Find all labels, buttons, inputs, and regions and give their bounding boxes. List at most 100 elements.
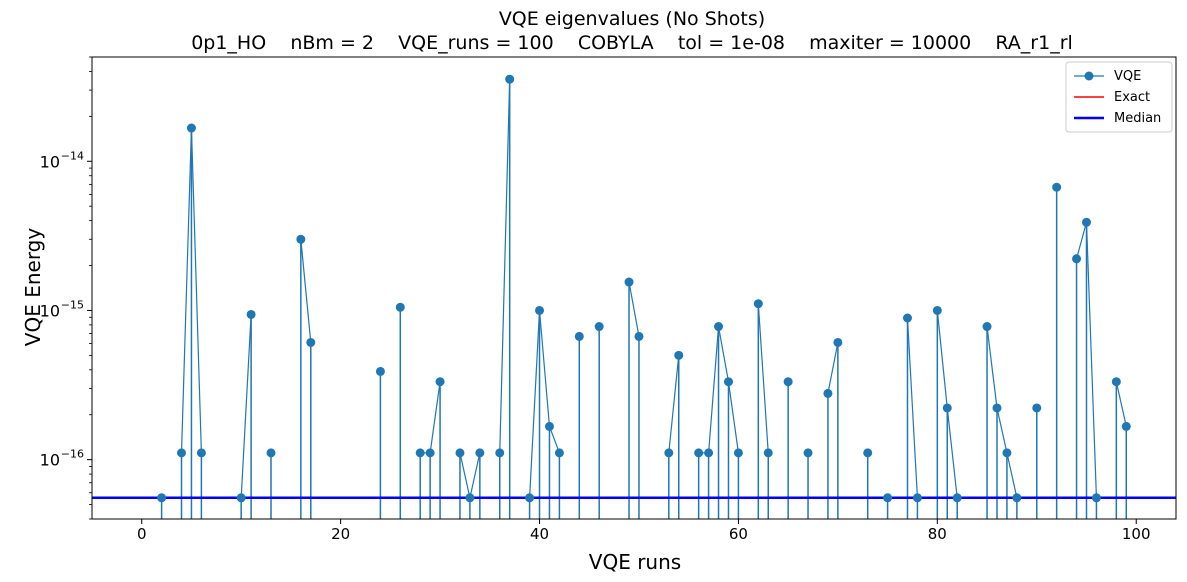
vqe-point <box>296 234 306 244</box>
vqe-point <box>425 448 435 458</box>
vqe-point <box>415 448 425 458</box>
vqe-point <box>1052 182 1062 192</box>
chart-title: VQE eigenvalues (No Shots) <box>499 8 765 30</box>
y-tick-exponent: −16 <box>61 448 84 461</box>
vqe-point <box>196 448 206 458</box>
vqe-line-segment <box>429 381 441 453</box>
legend-label-exact: Exact <box>1114 90 1150 105</box>
vqe-point <box>1111 377 1121 387</box>
vqe-point <box>694 448 704 458</box>
plot-frame <box>91 56 1177 520</box>
vqe-point <box>574 331 584 341</box>
vqe-point <box>863 448 873 458</box>
vqe-point <box>714 322 724 332</box>
vqe-point <box>266 448 276 458</box>
vqe-line-segment <box>469 452 481 498</box>
vqe-line-segment <box>707 326 720 453</box>
vqe-line-segment <box>827 342 839 394</box>
vqe-line-segment <box>459 452 471 498</box>
vqe-line-segment <box>240 314 252 498</box>
vqe-point <box>525 493 535 503</box>
y-tick-exponent: −15 <box>61 298 84 311</box>
x-tick-label: 100 <box>1122 525 1151 543</box>
vqe-point <box>246 309 256 319</box>
vqe-point <box>435 377 445 387</box>
vqe-point <box>932 305 942 315</box>
vqe-point <box>177 448 187 458</box>
vqe-point <box>952 493 962 503</box>
x-tick-label: 0 <box>137 525 147 543</box>
vqe-point <box>763 448 773 458</box>
vqe-point <box>634 331 644 341</box>
vqe-point <box>753 299 763 309</box>
vqe-point <box>674 350 684 360</box>
vqe-point <box>395 302 405 312</box>
legend-entry-median: Median <box>1074 111 1161 126</box>
vqe-line-segment <box>499 79 511 453</box>
vqe-point <box>1072 254 1082 264</box>
vqe-point <box>803 448 813 458</box>
vqe-line-segment <box>1075 222 1088 259</box>
vqe-point <box>942 403 952 413</box>
vqe-line-segment <box>668 355 680 453</box>
vqe-point <box>306 337 316 347</box>
vqe-line-segment <box>538 310 551 427</box>
vqe-point <box>664 448 674 458</box>
vqe-point <box>455 448 465 458</box>
vqe-point <box>475 448 485 458</box>
vqe-point <box>823 388 833 398</box>
vqe-point <box>723 377 733 387</box>
vqe-line-segment <box>906 317 919 498</box>
y-tick-exponent: −14 <box>61 149 84 162</box>
vqe-point <box>1121 421 1131 431</box>
vqe-line-segment <box>757 303 769 453</box>
vqe-point <box>1091 493 1101 503</box>
vqe-line-segment <box>628 281 640 337</box>
vqe-point <box>157 493 167 503</box>
vqe-line-segment <box>1006 452 1018 498</box>
vqe-point <box>992 403 1002 413</box>
vqe-point <box>535 305 545 315</box>
x-tick-label: 80 <box>928 525 947 543</box>
vqe-point <box>495 448 505 458</box>
y-tick-label: 10 <box>40 152 60 171</box>
vqe-point <box>783 377 793 387</box>
legend-frame <box>1065 61 1173 133</box>
plot-content <box>92 74 1176 519</box>
vqe-point <box>902 313 912 323</box>
vqe-line-segment <box>986 326 998 409</box>
vqe-point <box>554 448 564 458</box>
vqe-point <box>1032 403 1042 413</box>
vqe-line-segment <box>528 310 541 498</box>
vqe-point <box>912 493 922 503</box>
vqe-line-segment <box>300 239 312 343</box>
vqe-line-segment <box>190 128 202 453</box>
vqe-line-segment <box>180 128 193 453</box>
vqe-line-segment <box>717 326 730 382</box>
legend-entry-exact: Exact <box>1074 90 1150 105</box>
y-axis-label: VQE Energy <box>21 228 45 347</box>
x-axis-label: VQE runs <box>589 550 681 574</box>
vqe-line-segment <box>548 426 560 454</box>
vqe-point <box>375 366 385 376</box>
vqe-point <box>544 421 554 431</box>
y-tick-label: 10 <box>40 451 60 470</box>
vqe-point <box>1002 448 1012 458</box>
x-tick-label: 20 <box>331 525 350 543</box>
x-tick-label: 40 <box>530 525 549 543</box>
vqe-line-segment <box>1115 381 1127 427</box>
vqe-point <box>982 322 992 332</box>
vqe-point <box>505 74 515 84</box>
vqe-point <box>186 123 196 133</box>
vqe-line-segment <box>946 407 958 498</box>
y-tick-label: 10 <box>40 301 60 320</box>
vqe-line-segment <box>1085 222 1098 498</box>
vqe-line-segment <box>996 407 1008 454</box>
x-tick-label: 60 <box>729 525 748 543</box>
vqe-point <box>733 448 743 458</box>
vqe-point <box>465 493 475 503</box>
vqe-point <box>833 337 843 347</box>
